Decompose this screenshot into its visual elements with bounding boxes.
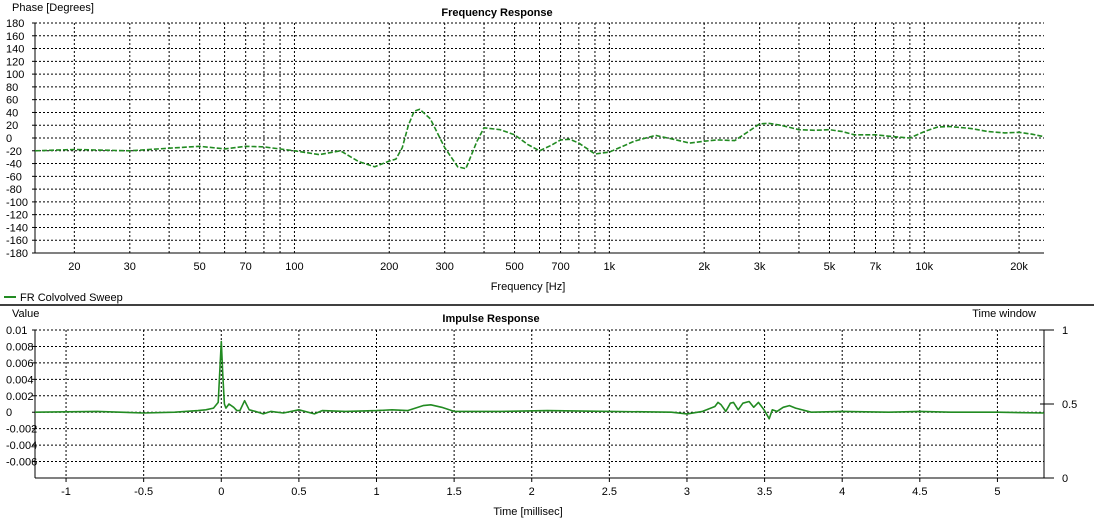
legend-label: FR Colvolved Sweep (20, 292, 123, 304)
ir-x-tick-label: 0 (218, 486, 224, 498)
fr-x-tick-label: 5k (824, 261, 836, 273)
time-window-tick-label: 1 (1062, 325, 1068, 337)
fr-x-tick-label: 500 (505, 261, 523, 273)
fr-x-tick-label: 1k (604, 261, 616, 273)
fr-x-tick-label: 700 (551, 261, 569, 273)
ir-x-tick-label: 1.5 (446, 486, 461, 498)
fr-x-tick-label: 200 (380, 261, 398, 273)
ir-x-tick-label: -1 (61, 486, 71, 498)
fr-x-tick-label: 20 (68, 261, 80, 273)
fr-series-line (34, 108, 1045, 170)
fr-y-tick-label: 140 (6, 44, 24, 56)
ir-y-tick-label: 0.004 (6, 374, 34, 386)
time-window-tick-label: 0.5 (1062, 399, 1077, 411)
fr-y-tick-label: -20 (6, 146, 22, 158)
time-window-title: Time window (972, 308, 1036, 320)
ir-x-tick-label: 2.5 (602, 486, 617, 498)
fr-y-tick-label: -100 (6, 197, 28, 209)
fr-y-tick-label: -140 (6, 222, 28, 234)
ir-series-line (34, 340, 1045, 420)
fr-y-tick-label: -180 (6, 248, 28, 260)
ir-y-axis-title: Value (12, 308, 39, 320)
time-window-tick-label: 0 (1062, 473, 1068, 485)
fr-x-tick-label: 50 (194, 261, 206, 273)
fr-y-tick-label: 100 (6, 69, 24, 81)
ir-x-tick-label: 1 (373, 486, 379, 498)
ir-x-tick-label: -0.5 (134, 486, 153, 498)
fr-y-tick-label: 160 (6, 31, 24, 43)
ir-x-tick-label: 3.5 (757, 486, 772, 498)
ir-y-tick-label: 0 (6, 407, 12, 419)
fr-y-tick-label: -60 (6, 171, 22, 183)
ir-x-tick-label: 5 (994, 486, 1000, 498)
ir-x-tick-label: 4 (839, 486, 845, 498)
fr-x-tick-label: 2k (698, 261, 710, 273)
fr-x-tick-label: 30 (124, 261, 136, 273)
fr-x-tick-label: 20k (1010, 261, 1028, 273)
fr-y-tick-label: -120 (6, 210, 28, 222)
fr-x-tick-label: 10k (915, 261, 933, 273)
fr-x-axis-title: Frequency [Hz] (491, 281, 566, 293)
fr-y-tick-label: -80 (6, 184, 22, 196)
fr-y-tick-label: 120 (6, 56, 24, 68)
ir-y-tick-label: 0.002 (6, 391, 34, 403)
ir-x-tick-label: 0.5 (291, 486, 306, 498)
fr-y-tick-label: 180 (6, 18, 24, 30)
ir-x-tick-label: 4.5 (912, 486, 927, 498)
ir-y-tick-label: -0.006 (6, 457, 37, 469)
fr-chart-title: Frequency Response (441, 7, 552, 19)
fr-y-tick-label: 40 (6, 107, 18, 119)
fr-y-tick-label: 80 (6, 82, 18, 94)
fr-y-tick-label: -40 (6, 159, 22, 171)
fr-x-tick-label: 70 (240, 261, 252, 273)
fr-y-tick-label: 20 (6, 120, 18, 132)
ir-y-tick-label: -0.002 (6, 424, 37, 436)
ir-x-tick-label: 2 (529, 486, 535, 498)
ir-y-tick-label: 0.006 (6, 358, 34, 370)
ir-chart-title: Impulse Response (442, 313, 539, 325)
ir-y-tick-label: -0.004 (6, 440, 37, 452)
fr-x-tick-label: 100 (285, 261, 303, 273)
ir-x-tick-label: 3 (684, 486, 690, 498)
fr-x-tick-label: 3k (754, 261, 766, 273)
fr-y-tick-label: 60 (6, 95, 18, 107)
ir-y-tick-label: 0.01 (6, 325, 27, 337)
ir-x-axis-title: Time [millisec] (493, 506, 562, 518)
fr-y-tick-label: -160 (6, 235, 28, 247)
fr-x-tick-label: 300 (436, 261, 454, 273)
ir-y-tick-label: 0.008 (6, 341, 34, 353)
fr-y-tick-label: 0 (6, 133, 12, 145)
fr-x-tick-label: 7k (870, 261, 882, 273)
fr-y-axis-title: Phase [Degrees] (12, 2, 94, 14)
